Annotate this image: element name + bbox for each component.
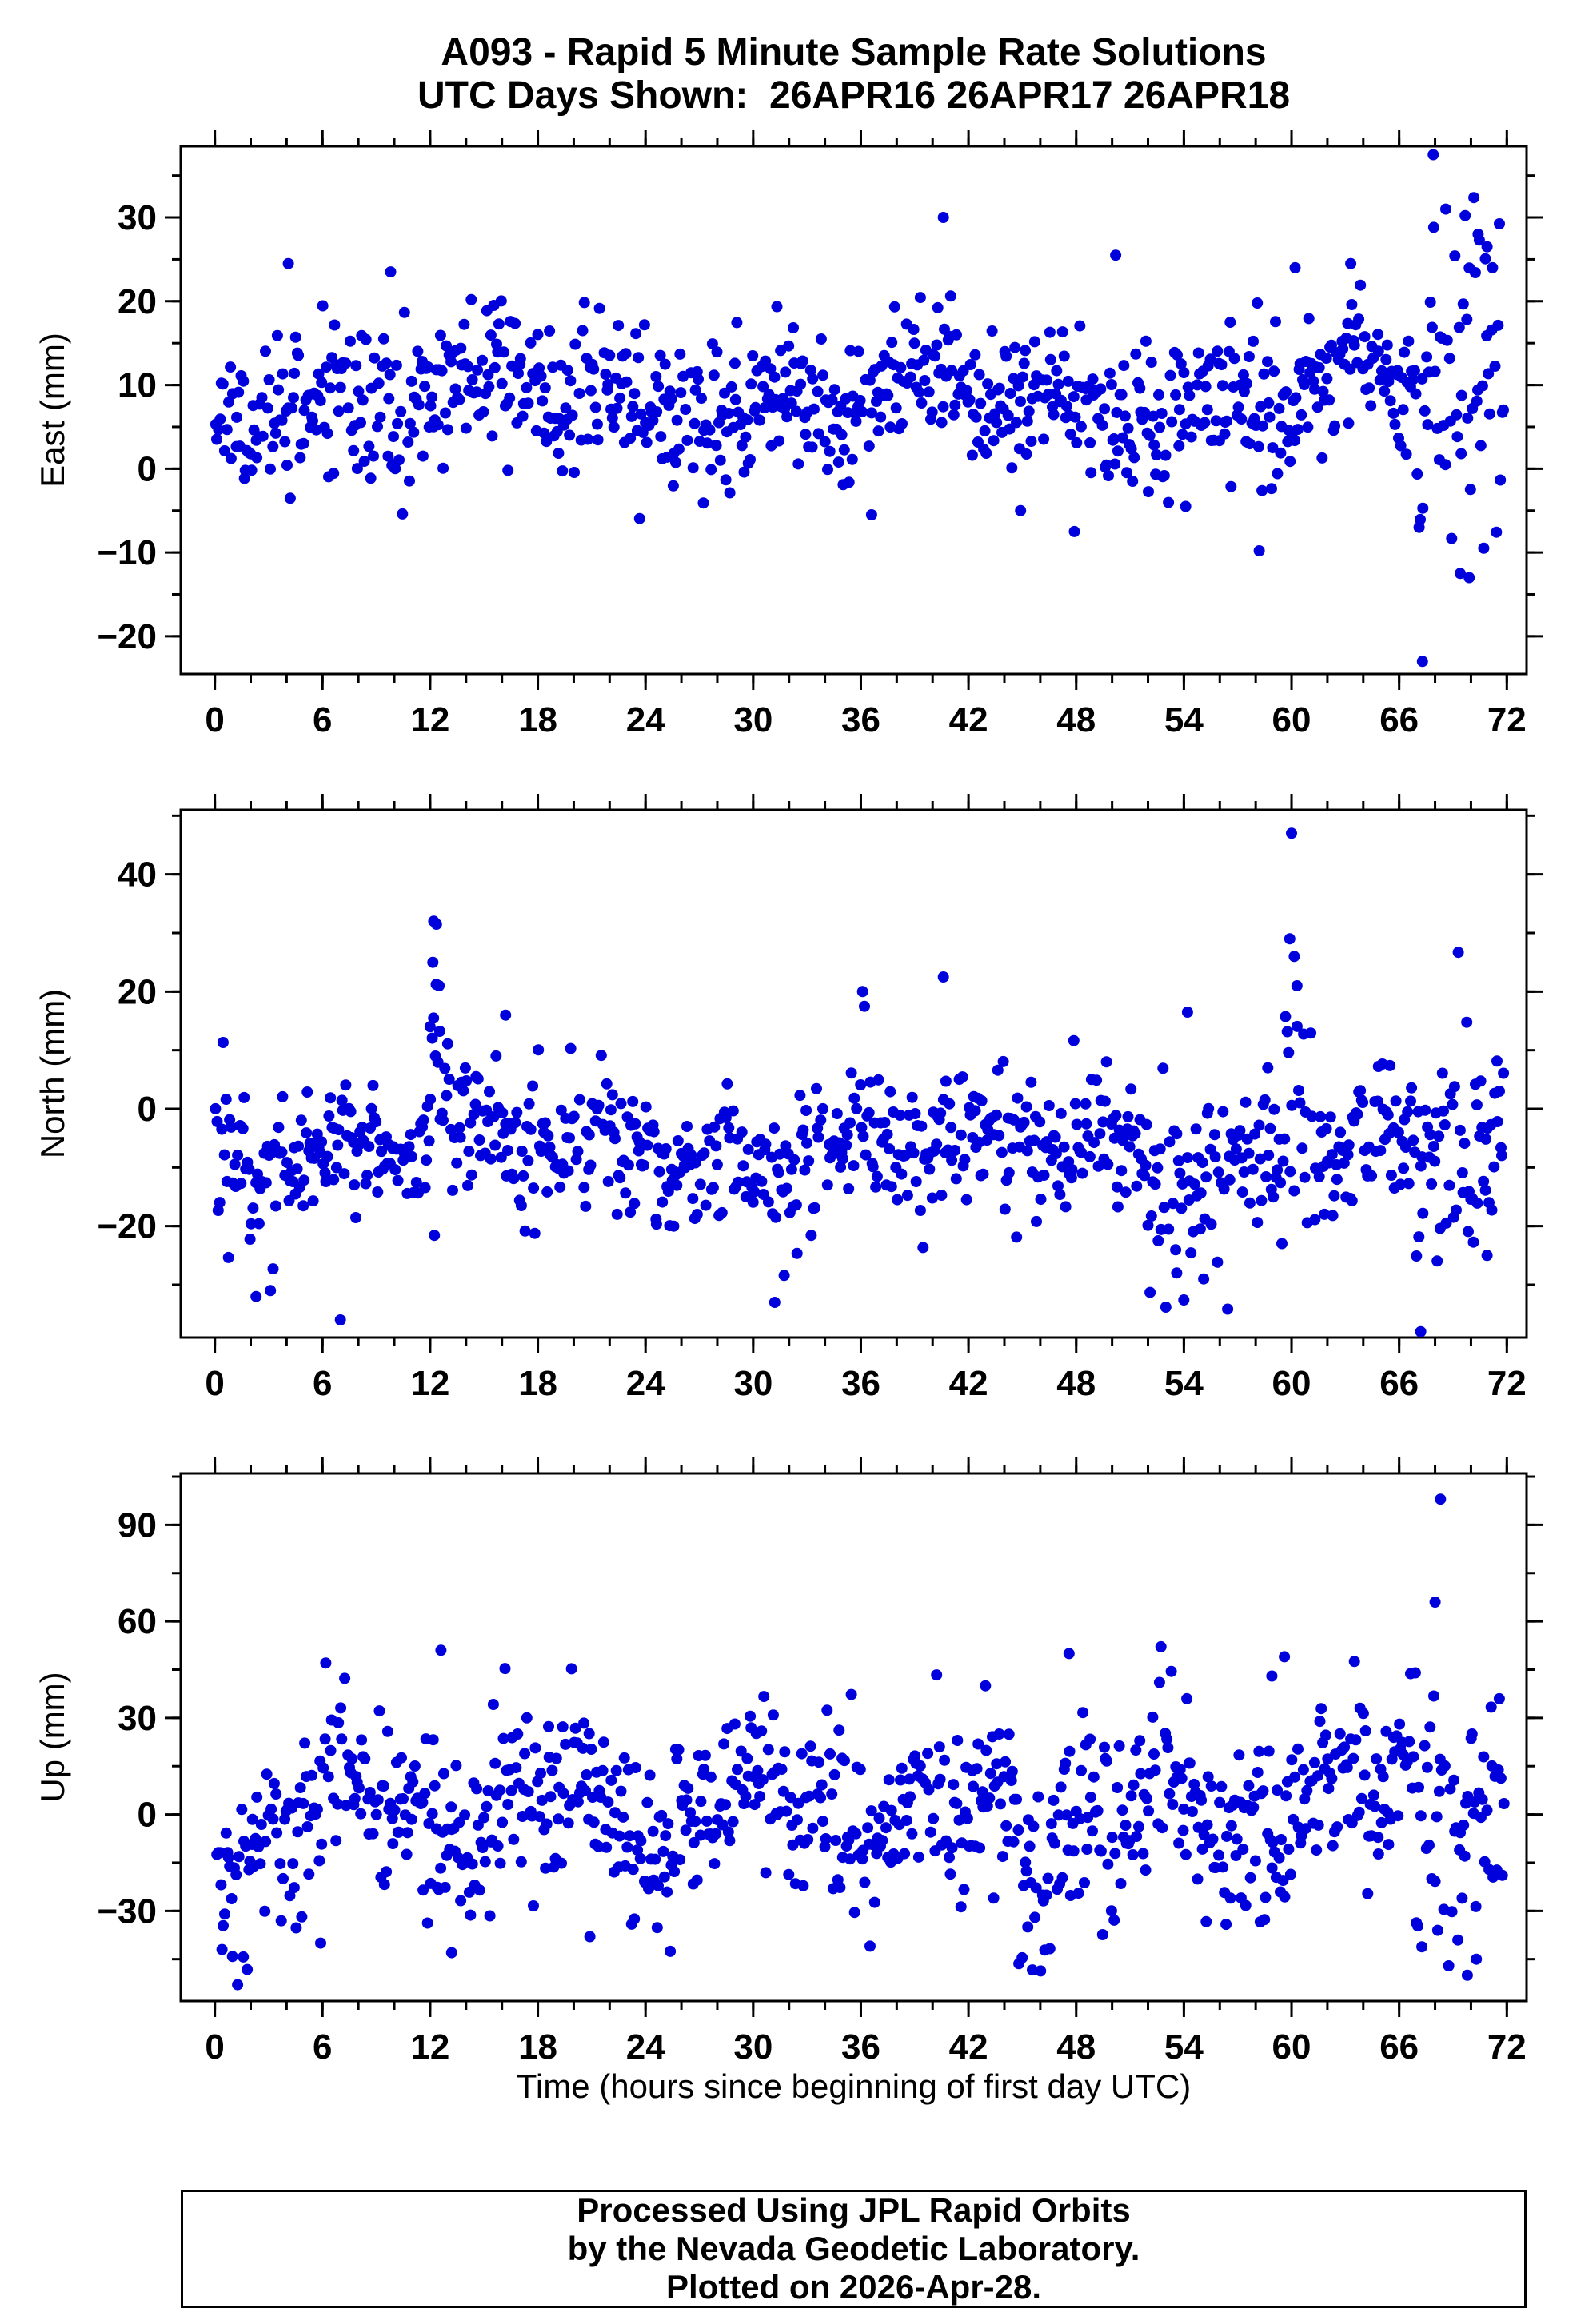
x-tick-label: 66 (1379, 1364, 1419, 1403)
panel-east: 0 6 12 18 24 30 36 42 48 54 60 66 72 −20 −10 0 10 20 30 Eas… (34, 130, 1543, 739)
x-tick-label: 12 (410, 1364, 449, 1403)
y-tick-label: 0 (138, 1090, 157, 1129)
x-tick-label: 18 (518, 2027, 557, 2067)
x-tick-label: 42 (949, 2027, 988, 2067)
ticks-east (165, 130, 1543, 690)
y-tick-label: 10 (118, 366, 157, 405)
y-tick-label: 20 (118, 972, 157, 1011)
footer-box: Processed Using JPL Rapid Orbits by the … (181, 2190, 1527, 2308)
x-tick-label: 0 (205, 2027, 224, 2067)
axis-box-east (179, 145, 1528, 676)
y-tick-label: 30 (118, 198, 157, 237)
x-tick-label: 54 (1164, 1364, 1204, 1403)
x-tick-label: 6 (313, 2027, 332, 2067)
x-tick-label: 24 (626, 700, 665, 739)
x-tick-label: 6 (313, 1364, 332, 1403)
ticks-north (165, 794, 1543, 1353)
x-tick-label: 30 (733, 700, 773, 739)
x-tick-label: 42 (949, 700, 988, 739)
y-tick-label: 0 (138, 449, 157, 488)
points-east (210, 149, 1509, 668)
x-tick-label: 54 (1164, 2027, 1204, 2067)
footer-line-1: Processed Using JPL Rapid Orbits (577, 2191, 1131, 2229)
x-tick-label: 18 (518, 1364, 557, 1403)
x-axis-label: Time (hours since beginning of first day… (516, 2067, 1192, 2105)
x-tick-label: 24 (626, 1364, 665, 1403)
x-tick-label: 72 (1487, 1364, 1527, 1403)
x-tick-label: 36 (841, 1364, 880, 1403)
axis-box-north (179, 808, 1528, 1339)
y-tick-label: 40 (118, 855, 157, 895)
x-tick-label: 48 (1056, 1364, 1096, 1403)
ticks-up (165, 1457, 1543, 2017)
y-tick-label: 0 (138, 1796, 157, 1835)
x-tick-label: 66 (1379, 2027, 1419, 2067)
panel-up: 0 6 12 18 24 30 36 42 48 54 60 66 72 −30 0 30 60 90 Up (mm… (34, 1457, 1543, 2067)
y-tick-label: −10 (97, 533, 157, 572)
axis-box-up (179, 1472, 1528, 2003)
x-tick-label: 30 (733, 2027, 773, 2067)
y-tick-label: 90 (118, 1505, 157, 1545)
footer-line-3: Plotted on 2026-Apr-28. (665, 2268, 1042, 2306)
y-tick-label: 60 (118, 1602, 157, 1641)
x-tick-label: 66 (1379, 700, 1419, 739)
x-tick-label: 30 (733, 1364, 773, 1403)
x-tick-label: 0 (205, 700, 224, 739)
x-tick-label: 54 (1164, 700, 1204, 739)
y-tick-label: 20 (118, 282, 157, 321)
x-tick-label: 48 (1056, 700, 1096, 739)
footer-line-2: by the Nevada Geodetic Laboratory. (567, 2230, 1140, 2267)
x-tick-label: 60 (1272, 2027, 1311, 2067)
x-tick-label: 60 (1272, 1364, 1311, 1403)
chart-title-line2: UTC Days Shown: 26APR16 26APR17 26APR18 (417, 74, 1291, 117)
y-axis-label-up: Up (mm) (34, 1672, 71, 1802)
y-axis-label-north: North (mm) (34, 989, 71, 1158)
x-tick-label: 6 (313, 700, 332, 739)
x-tick-label: 36 (841, 2027, 880, 2067)
x-tick-label: 0 (205, 1364, 224, 1403)
y-tick-label: 30 (118, 1699, 157, 1738)
y-tick-label: −20 (97, 1207, 157, 1246)
y-tick-label: −20 (97, 617, 157, 656)
x-tick-label: 60 (1272, 700, 1311, 739)
chart-title-line1: A093 - Rapid 5 Minute Sample Rate Soluti… (441, 31, 1267, 74)
x-tick-label: 24 (626, 2027, 665, 2067)
x-tick-label: 36 (841, 700, 880, 739)
panel-north: 0 6 12 18 24 30 36 42 48 54 60 66 72 −20 0 20 40 North (m… (34, 794, 1543, 1403)
points-north (210, 827, 1510, 1337)
points-up (211, 1493, 1510, 1991)
x-tick-label: 72 (1487, 2027, 1527, 2067)
x-tick-label: 12 (410, 700, 449, 739)
y-tick-label: −30 (97, 1891, 157, 1931)
x-tick-label: 42 (949, 1364, 988, 1403)
x-tick-label: 72 (1487, 700, 1527, 739)
x-tick-label: 12 (410, 2027, 449, 2067)
x-tick-label: 18 (518, 700, 557, 739)
y-axis-label-east: East (mm) (34, 333, 71, 488)
x-tick-label: 48 (1056, 2027, 1096, 2067)
